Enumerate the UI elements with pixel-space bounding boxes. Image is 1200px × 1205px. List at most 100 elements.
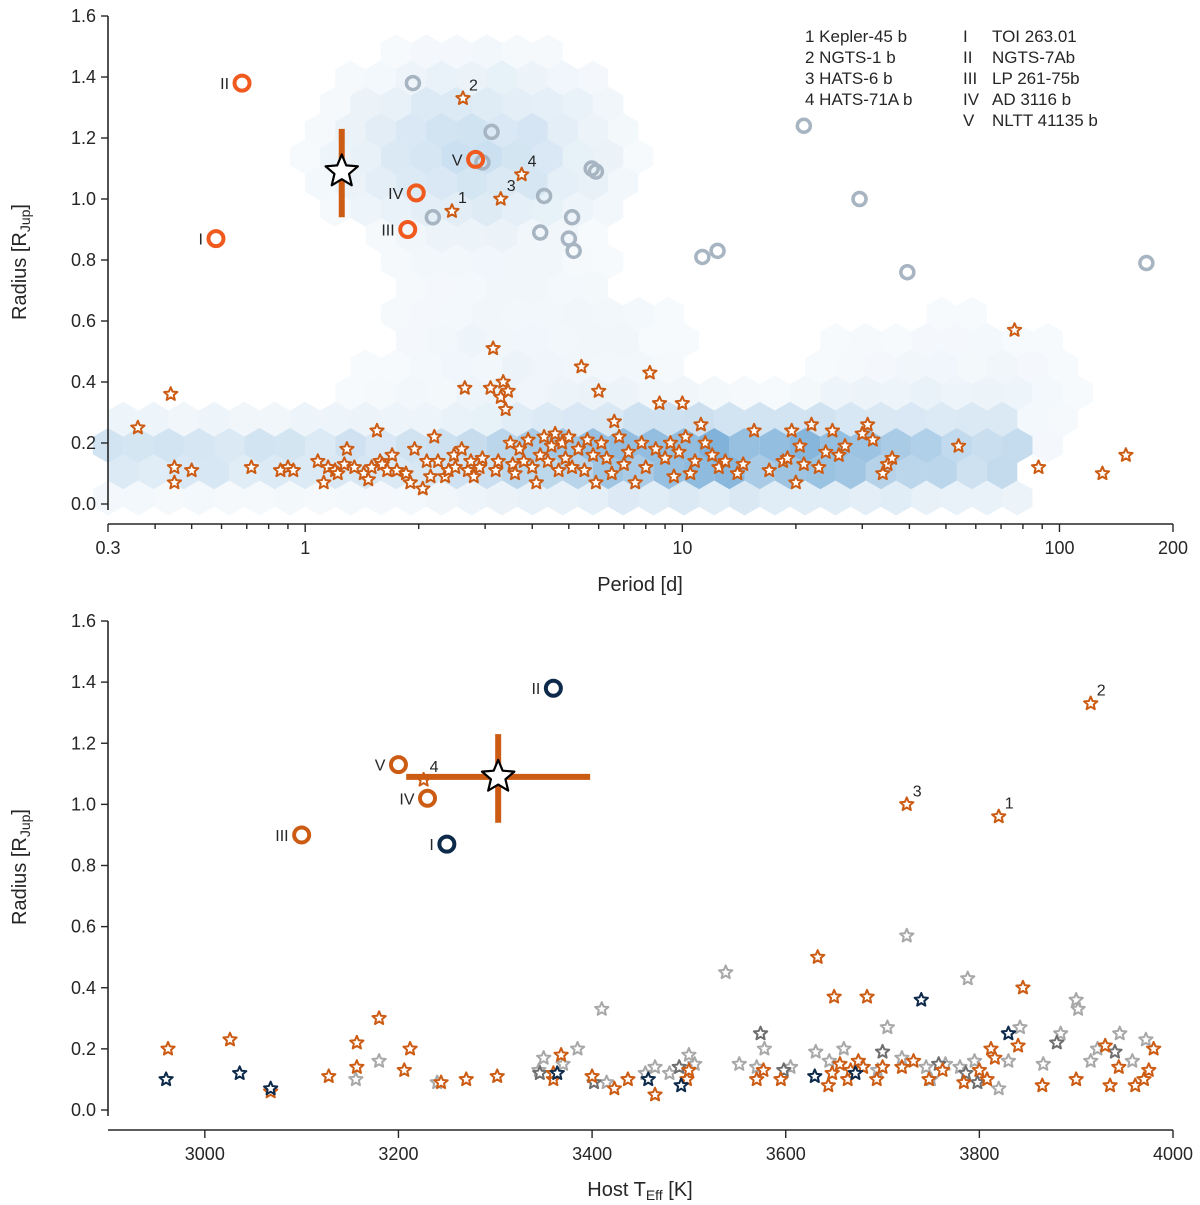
hexbin-cell [365, 375, 396, 411]
hexbin-cell [183, 480, 215, 516]
planet-star-marker-3 [493, 191, 509, 206]
hexbin-cell [486, 165, 518, 201]
hexbin-cell [274, 428, 306, 463]
planet-star-marker [422, 468, 439, 484]
planet-star-marker [687, 453, 703, 468]
hexbin-cell [699, 480, 730, 516]
planet-star-marker-navy [913, 991, 929, 1007]
hexbin-cell [911, 323, 942, 358]
planet-star-marker-dark-grey [752, 1025, 769, 1041]
hexbin-cell [547, 323, 578, 358]
hexbin-cell [926, 349, 957, 385]
planet-star-marker-grey [1124, 1053, 1140, 1068]
hexbin-cell [532, 349, 563, 385]
planet-star-marker [570, 441, 587, 456]
legend-roman-name-I: TOI 263.01 [992, 27, 1077, 46]
hexbin-cell [471, 34, 503, 70]
hexbin-cell [850, 480, 881, 516]
planet-star-marker-grey [960, 970, 976, 986]
hexbin-cell [668, 323, 700, 358]
planet-star-marker [677, 428, 694, 444]
planet-star-marker [627, 474, 643, 490]
ring-label-IV: IV [388, 186, 403, 203]
planet-star-marker-grey [536, 1050, 552, 1065]
planet-star-marker [693, 416, 709, 432]
planet-star-marker [987, 1050, 1003, 1065]
top-x-tick-label: 100 [1044, 538, 1074, 558]
hexbin-cell [411, 244, 442, 280]
hexbin-cell [350, 349, 381, 385]
hexbin-cell [335, 375, 366, 411]
planet-star-marker [620, 444, 637, 459]
planet-star-marker [905, 1053, 922, 1068]
hexbin-cell [880, 375, 912, 411]
hexbin-cell [441, 34, 472, 70]
hexbin-cell [835, 401, 866, 437]
planet-star-marker [160, 1040, 176, 1056]
hexbin-cell [956, 349, 988, 385]
ring-navy-II [543, 678, 563, 698]
planet-star-marker [310, 453, 326, 468]
planet-star-marker [606, 1080, 623, 1096]
hexbin-cell [592, 296, 624, 332]
planet-star-marker-grey [594, 1001, 610, 1016]
hexbin-cell [214, 428, 245, 463]
planet-star-marker-navy [847, 1065, 864, 1080]
bottom-x-tick-label: 4000 [1153, 1144, 1193, 1164]
planet-star-marker [507, 465, 523, 481]
hexbin-cell [592, 86, 624, 122]
planet-star-marker [810, 949, 826, 964]
ring-grey [563, 209, 581, 226]
planet-star-marker [792, 438, 808, 453]
planet-star-marker-grey [899, 927, 915, 943]
planet-star-marker-2 [455, 90, 471, 106]
planet-star-marker [557, 450, 574, 465]
hexbin-cell [411, 34, 442, 70]
hexbin-cell [350, 86, 381, 122]
hexbin-cell [1047, 349, 1078, 385]
hexbin-cell [1062, 375, 1094, 411]
hexbin-cell [411, 296, 442, 332]
planet-star-marker [894, 1059, 910, 1074]
hexbin-cell [971, 480, 1003, 516]
hexbin-cell [289, 454, 321, 490]
top-y-tick-label: 0.8 [71, 250, 96, 270]
planet-star-marker [543, 438, 560, 453]
hexbin-cell [350, 191, 381, 227]
planet-star-marker [950, 438, 967, 453]
ring-grey [694, 248, 711, 266]
planet-star-marker [463, 453, 479, 468]
planet-star-marker [611, 428, 627, 444]
planet-star-marker [818, 444, 834, 459]
point-label-1: 1 [1005, 796, 1014, 813]
hexbin-cell [380, 349, 412, 385]
hexbin-cell [471, 191, 503, 227]
density-hexbin [92, 34, 1094, 516]
planet-star-marker [371, 1010, 387, 1025]
planet-star-marker [457, 380, 473, 395]
ring-navy-I [437, 834, 457, 854]
hexbin-cell [987, 454, 1018, 490]
hexbin-cell [592, 244, 624, 280]
hexbin-cell [1017, 401, 1048, 437]
ring-orange-III [398, 220, 418, 239]
planet-star-marker [447, 459, 463, 475]
hexbin-cell [729, 480, 760, 516]
hexbin-cell [426, 480, 457, 516]
hexbin-cell [168, 401, 199, 437]
hexbin-cell [365, 218, 396, 253]
planet-star-marker [471, 459, 488, 475]
planet-star-marker-1 [991, 808, 1007, 824]
hexbin-cell [274, 480, 306, 516]
hexbin-cell [911, 375, 942, 411]
planet-star-marker-grey [1068, 991, 1084, 1007]
legend-roman-name-III: LP 261-75b [992, 69, 1080, 88]
hexbin-cell [517, 375, 548, 411]
hexbin-cell [790, 375, 821, 411]
hexbin-cell [926, 454, 957, 490]
planet-star-marker [735, 456, 751, 472]
hexbin-cell [577, 218, 609, 253]
top-y-tick-label: 1.0 [71, 189, 96, 209]
ring-orange-I [206, 229, 226, 249]
point-label-4: 4 [528, 154, 537, 171]
